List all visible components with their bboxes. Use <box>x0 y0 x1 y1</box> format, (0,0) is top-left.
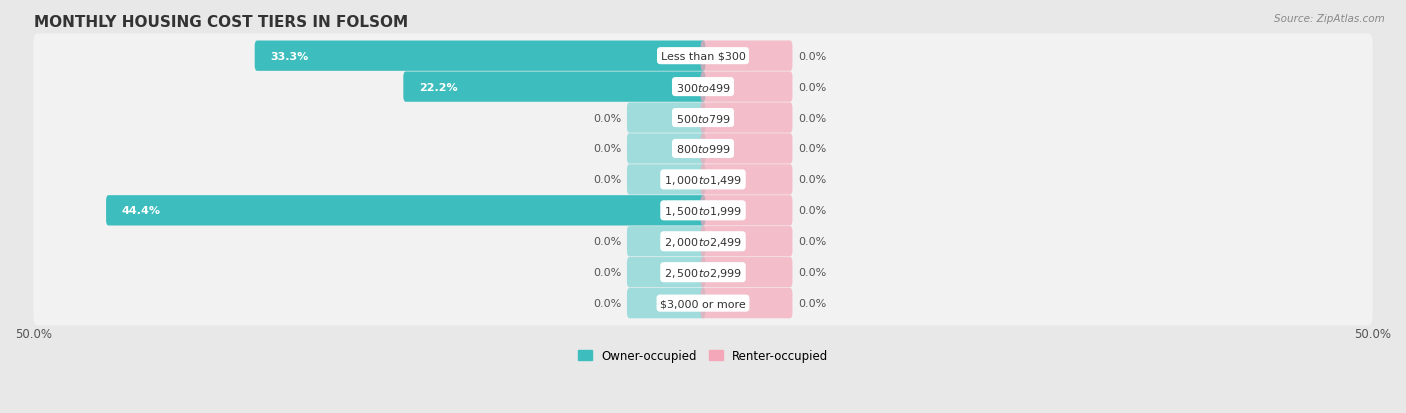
FancyBboxPatch shape <box>700 134 793 164</box>
FancyBboxPatch shape <box>34 219 1372 264</box>
Text: $800 to $999: $800 to $999 <box>675 143 731 155</box>
Text: MONTHLY HOUSING COST TIERS IN FOLSOM: MONTHLY HOUSING COST TIERS IN FOLSOM <box>34 15 408 30</box>
Text: $300 to $499: $300 to $499 <box>675 81 731 93</box>
FancyBboxPatch shape <box>627 227 706 257</box>
Text: 0.0%: 0.0% <box>799 144 827 154</box>
Text: 0.0%: 0.0% <box>593 144 621 154</box>
FancyBboxPatch shape <box>34 65 1372 109</box>
FancyBboxPatch shape <box>34 34 1372 79</box>
FancyBboxPatch shape <box>700 165 793 195</box>
Text: 0.0%: 0.0% <box>593 237 621 247</box>
Text: 0.0%: 0.0% <box>593 175 621 185</box>
Legend: Owner-occupied, Renter-occupied: Owner-occupied, Renter-occupied <box>572 345 834 367</box>
Text: $2,500 to $2,999: $2,500 to $2,999 <box>664 266 742 279</box>
FancyBboxPatch shape <box>700 288 793 318</box>
FancyBboxPatch shape <box>627 288 706 318</box>
Text: 22.2%: 22.2% <box>419 83 458 93</box>
FancyBboxPatch shape <box>700 257 793 287</box>
Text: $2,000 to $2,499: $2,000 to $2,499 <box>664 235 742 248</box>
FancyBboxPatch shape <box>34 158 1372 202</box>
FancyBboxPatch shape <box>34 250 1372 295</box>
Text: 0.0%: 0.0% <box>593 299 621 309</box>
FancyBboxPatch shape <box>627 134 706 164</box>
Text: Source: ZipAtlas.com: Source: ZipAtlas.com <box>1274 14 1385 24</box>
FancyBboxPatch shape <box>34 189 1372 233</box>
Text: 0.0%: 0.0% <box>593 113 621 123</box>
Text: 0.0%: 0.0% <box>799 113 827 123</box>
FancyBboxPatch shape <box>627 257 706 287</box>
Text: $500 to $799: $500 to $799 <box>675 112 731 124</box>
Text: 0.0%: 0.0% <box>799 237 827 247</box>
Text: 0.0%: 0.0% <box>799 175 827 185</box>
FancyBboxPatch shape <box>700 227 793 257</box>
Text: 33.3%: 33.3% <box>270 52 309 62</box>
Text: 0.0%: 0.0% <box>593 268 621 278</box>
Text: $1,000 to $1,499: $1,000 to $1,499 <box>664 173 742 186</box>
FancyBboxPatch shape <box>34 127 1372 171</box>
FancyBboxPatch shape <box>700 72 793 102</box>
FancyBboxPatch shape <box>404 72 706 102</box>
Text: 0.0%: 0.0% <box>799 299 827 309</box>
Text: 0.0%: 0.0% <box>799 206 827 216</box>
FancyBboxPatch shape <box>34 281 1372 325</box>
FancyBboxPatch shape <box>627 165 706 195</box>
Text: 0.0%: 0.0% <box>799 268 827 278</box>
FancyBboxPatch shape <box>700 41 793 71</box>
FancyBboxPatch shape <box>34 96 1372 140</box>
FancyBboxPatch shape <box>700 103 793 133</box>
Text: $1,500 to $1,999: $1,500 to $1,999 <box>664 204 742 217</box>
FancyBboxPatch shape <box>254 41 706 71</box>
FancyBboxPatch shape <box>627 103 706 133</box>
FancyBboxPatch shape <box>105 196 706 226</box>
Text: $3,000 or more: $3,000 or more <box>661 299 745 309</box>
Text: 0.0%: 0.0% <box>799 52 827 62</box>
Text: Less than $300: Less than $300 <box>661 52 745 62</box>
Text: 0.0%: 0.0% <box>799 83 827 93</box>
Text: 44.4%: 44.4% <box>122 206 160 216</box>
FancyBboxPatch shape <box>700 196 793 226</box>
